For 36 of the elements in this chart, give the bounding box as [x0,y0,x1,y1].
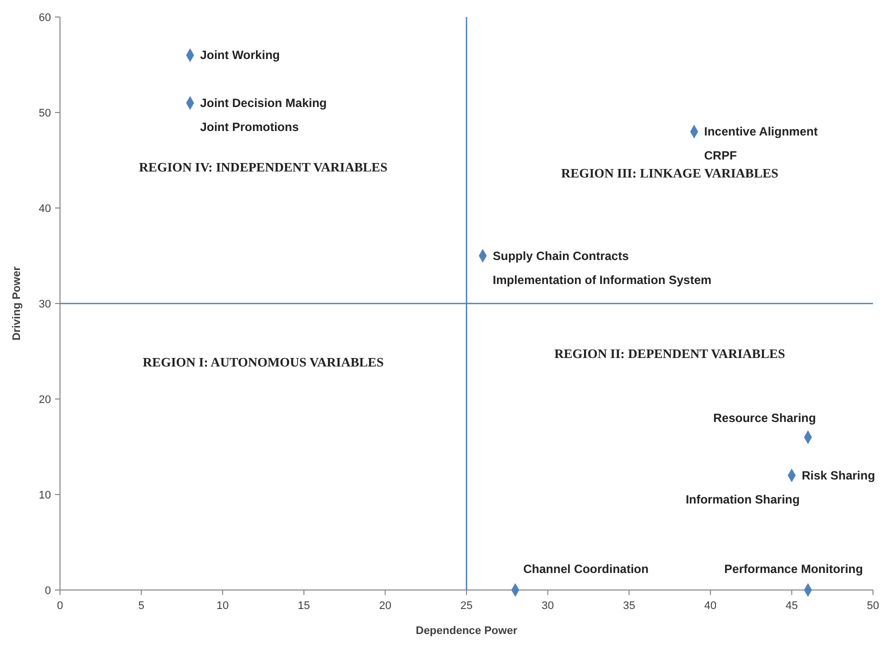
x-tick-label: 40 [704,600,717,612]
annotation: REGION III: LINKAGE VARIABLES [561,165,778,180]
y-tick-label: 20 [38,394,51,406]
annotation: Joint Decision Making [200,96,327,110]
x-tick-label: 15 [298,600,310,612]
y-tick-label: 0 [44,584,51,597]
annotation: Risk Sharing [802,468,876,482]
y-tick-label: 30 [38,298,51,310]
x-tick-label: 30 [542,600,554,612]
y-tick-label: 40 [38,202,51,215]
y-tick-label: 60 [38,12,51,24]
x-tick-label: 20 [379,600,392,612]
annotation: Joint Promotions [200,120,300,134]
annotation: REGION IV: INDEPENDENT VARIABLES [139,160,388,175]
annotation: Joint Working [200,48,280,62]
annotation: Resource Sharing [713,411,816,426]
annotation: Incentive Alignment [704,124,818,139]
annotation: CRPF [704,148,737,163]
x-tick-label: 0 [56,600,64,612]
y-tick-label: 50 [38,107,51,120]
annotation: Supply Chain Contracts [492,248,630,263]
x-tick-label: 45 [786,600,798,612]
x-axis-title: Dependence Power [416,625,518,637]
annotation: REGION I: AUTONOMOUS VARIABLES [142,354,384,370]
y-axis-title: Driving Power [11,266,23,340]
x-tick-label: 50 [866,600,880,612]
annotation: Information Sharing [686,492,800,506]
x-tick-label: 25 [460,600,473,612]
annotation: Performance Monitoring [724,562,863,576]
annotation: Channel Coordination [523,562,649,576]
y-tick-label: 10 [38,489,51,502]
annotation: Implementation of Information System [492,272,712,287]
x-tick-label: 5 [138,600,144,612]
x-tick-label: 10 [216,600,229,612]
x-tick-label: 35 [622,600,636,612]
annotation: REGION II: DEPENDENT VARIABLES [554,346,786,361]
